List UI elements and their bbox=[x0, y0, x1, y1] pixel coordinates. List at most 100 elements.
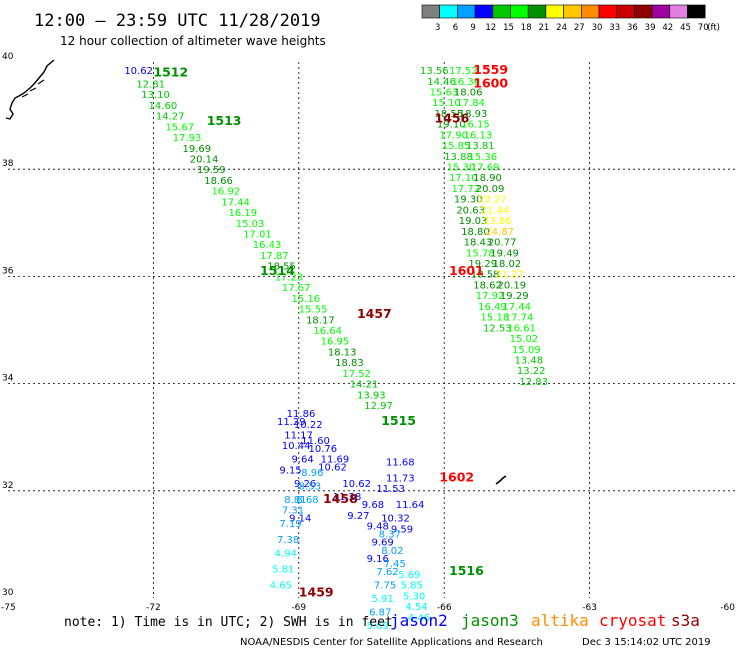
chart-title: 12:00 – 23:59 UTC 11/28/2019 bbox=[34, 11, 321, 31]
wave-height-label: 12.83 bbox=[519, 377, 548, 388]
colorbar-swatch bbox=[457, 4, 476, 19]
wave-height-label: 11.28 bbox=[333, 492, 362, 503]
wave-height-label: 5.69 bbox=[398, 570, 420, 581]
colorbar-tick-label: 27 bbox=[574, 23, 585, 33]
wave-height-label: 17.52 bbox=[449, 66, 478, 77]
y-tick-label: 38 bbox=[2, 159, 14, 169]
wave-height-label: 17.74 bbox=[505, 313, 534, 324]
wave-height-label: 13.48 bbox=[514, 355, 543, 366]
wave-height-label: 20.63 bbox=[456, 205, 485, 216]
wave-height-label: 8.53 bbox=[299, 481, 321, 492]
wave-height-label: 13.93 bbox=[357, 390, 386, 401]
wave-height-label: 7.45 bbox=[384, 559, 406, 570]
wave-height-label: 15.85 bbox=[442, 141, 471, 152]
wave-height-label: 17.93 bbox=[173, 133, 202, 144]
wave-height-label: 20.77 bbox=[488, 238, 517, 249]
wave-height-label: 10.62 bbox=[318, 463, 347, 474]
wave-height-label: 11.53 bbox=[376, 484, 405, 495]
colorbar-tick-label: 6 bbox=[453, 23, 458, 33]
wave-height-label: 18.83 bbox=[335, 358, 364, 369]
wave-height-label: 14.21 bbox=[350, 380, 379, 391]
wave-height-label: 18.43 bbox=[464, 238, 493, 249]
wave-height-label: 15.09 bbox=[512, 345, 541, 356]
pass-time-label: 1459 bbox=[299, 585, 334, 600]
legend-entry-s3a: s3a bbox=[671, 611, 700, 630]
wave-height-label: 9.16 bbox=[367, 554, 389, 565]
wave-height-label: 19.59 bbox=[197, 165, 226, 176]
wave-height-label: 5.85 bbox=[401, 581, 423, 592]
wave-height-label: 13.88 bbox=[444, 152, 473, 163]
wave-height-label: 7.19 bbox=[279, 519, 301, 530]
colorbar-swatch bbox=[527, 4, 547, 19]
wave-height-label: 7.38 bbox=[277, 535, 299, 546]
colorbar-tick-label: 21 bbox=[538, 23, 549, 33]
wave-height-label: 11.69 bbox=[321, 455, 350, 466]
wave-height-label: 18.58 bbox=[471, 270, 500, 281]
colorbar-swatch bbox=[687, 4, 706, 19]
wave-height-label: 21.27 bbox=[495, 270, 524, 281]
colorbar-tick-label: 12 bbox=[485, 23, 496, 33]
pass-time-label: 1600 bbox=[473, 75, 508, 90]
satellite-legend: jason2 jason3 altika cryosat s3a bbox=[390, 611, 700, 630]
pass-time-labels: 1512 1513 1514 1515 1516 1456 1457 1458 1459 1559… bbox=[153, 62, 508, 600]
wave-height-label: 18.90 bbox=[473, 173, 502, 184]
footnote: note: 1) Time is in UTC; 2) SWH is in fe… bbox=[64, 615, 393, 630]
wave-height-label: 16.92 bbox=[212, 187, 241, 198]
wave-height-label: 9.27 bbox=[347, 511, 369, 522]
wave-height-label: 6.87 bbox=[369, 607, 391, 618]
wave-height-label: 18.17 bbox=[306, 315, 335, 326]
pass-time-label: 1457 bbox=[357, 306, 392, 321]
wave-height-label: 17.72 bbox=[451, 184, 480, 195]
wave-height-label: 15.03 bbox=[236, 219, 265, 230]
colorbar-tick-label: 18 bbox=[521, 23, 532, 33]
wave-height-label: 15.16 bbox=[292, 294, 321, 305]
wave-height-label: 10.44 bbox=[282, 441, 311, 452]
wave-height-label: 9.15 bbox=[279, 465, 301, 476]
colorbar-tick-label: 36 bbox=[627, 23, 638, 33]
wave-height-label: 17.01 bbox=[243, 230, 272, 241]
wave-height-label: 9.48 bbox=[367, 522, 389, 533]
wave-height-label: 19.69 bbox=[182, 144, 211, 155]
wave-height-label: 17.84 bbox=[456, 98, 485, 109]
timestamp-line: Dec 3 15:14:02 UTC 2019 bbox=[582, 637, 711, 648]
island-marker bbox=[495, 475, 507, 485]
colorbar-swatch bbox=[669, 4, 688, 19]
wave-height-label: 13.22 bbox=[517, 366, 546, 377]
wave-height-label: 20.14 bbox=[190, 154, 219, 165]
y-tick-label: 34 bbox=[2, 374, 14, 384]
grid-lines bbox=[8, 62, 735, 598]
wave-height-label: 4.46 bbox=[408, 613, 430, 624]
wave-height-label: 16.19 bbox=[229, 208, 258, 219]
wave-height-label: 20.09 bbox=[476, 184, 505, 195]
wave-height-label: 12.53 bbox=[483, 323, 512, 334]
wave-height-label: 8.96 bbox=[301, 468, 323, 479]
wave-height-values: 10.62 11.8611.2910.2211.1711.6010.4410.76… bbox=[124, 66, 548, 632]
coastline-map bbox=[5, 59, 507, 485]
wave-height-label: 19.29 bbox=[500, 291, 529, 302]
wave-height-label: 5.69 bbox=[367, 621, 389, 632]
pass-time-label: 1513 bbox=[207, 113, 242, 128]
wave-height-label: 11.68 bbox=[386, 457, 415, 468]
wave-height-label: 9.14 bbox=[289, 514, 311, 525]
wave-height-label: 9.69 bbox=[372, 538, 394, 549]
wave-height-label: 13.10 bbox=[141, 90, 170, 101]
colorbar-swatch bbox=[598, 4, 618, 19]
colorbar-tick-label: 33 bbox=[609, 23, 620, 33]
wave-height-label: 17.23 bbox=[275, 272, 304, 283]
wave-height-label: 18.66 bbox=[204, 176, 233, 187]
wave-height-label: 13.81 bbox=[466, 141, 495, 152]
wave-height-label: 9.64 bbox=[292, 455, 314, 466]
colorbar-tick-label: 3 bbox=[435, 23, 440, 33]
wave-height-label: 23.27 bbox=[478, 195, 507, 206]
wave-height-label: 16.64 bbox=[313, 326, 342, 337]
wave-height-label: 10.76 bbox=[308, 444, 337, 455]
wave-height-label: 4.65 bbox=[270, 581, 292, 592]
legend-entry-jason2: jason2 bbox=[390, 611, 448, 630]
coastline-path bbox=[5, 59, 55, 120]
wave-height-label: 15.63 bbox=[430, 87, 459, 98]
wave-height-label: 16.36 bbox=[451, 77, 480, 88]
colorbar-swatch bbox=[510, 4, 529, 19]
wave-height-label: 21.44 bbox=[481, 205, 510, 216]
colorbar-tick-label: 39 bbox=[645, 23, 656, 33]
colorbar-swatch bbox=[580, 4, 600, 19]
